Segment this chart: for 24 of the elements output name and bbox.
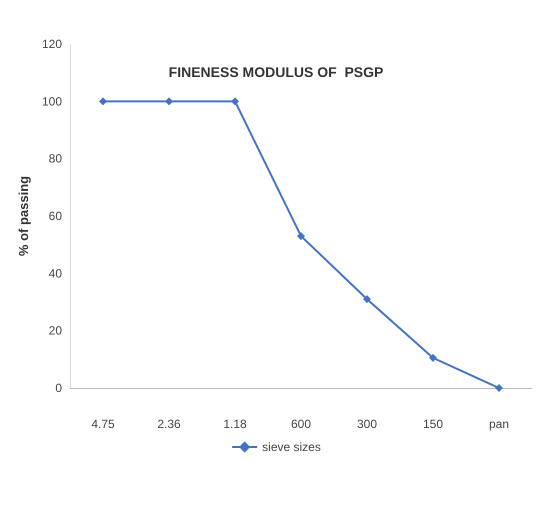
point — [231, 97, 239, 106]
point — [99, 97, 107, 106]
text: FINENESS MODULUS OF PSGP — [168, 64, 384, 80]
point — [165, 97, 173, 106]
point — [495, 384, 503, 392]
y-axis-title: % of passing — [16, 176, 31, 256]
x-tick-label: 300 — [356, 417, 378, 431]
y-tick-label: 120 — [42, 37, 62, 51]
legend-label: sieve sizes — [262, 440, 321, 454]
y-tick-label: 20 — [48, 324, 62, 338]
y-tick-label: 100 — [42, 94, 62, 108]
x-tick-label: 2.36 — [157, 417, 181, 431]
x-tick-label: 150 — [422, 417, 444, 431]
x-tick-label: pan — [488, 417, 510, 431]
y-tick-label: 40 — [48, 266, 62, 280]
x-tick-label: 1.18 — [223, 417, 247, 431]
point — [297, 232, 305, 240]
y-tick-label: 0 — [55, 381, 62, 395]
y-tick-label: 80 — [48, 152, 62, 166]
point — [363, 295, 371, 304]
y-tick-label: 60 — [48, 209, 62, 223]
point — [429, 354, 437, 362]
x-tick-label: 4.75 — [91, 417, 115, 431]
x-tick-label: 600 — [290, 417, 312, 431]
